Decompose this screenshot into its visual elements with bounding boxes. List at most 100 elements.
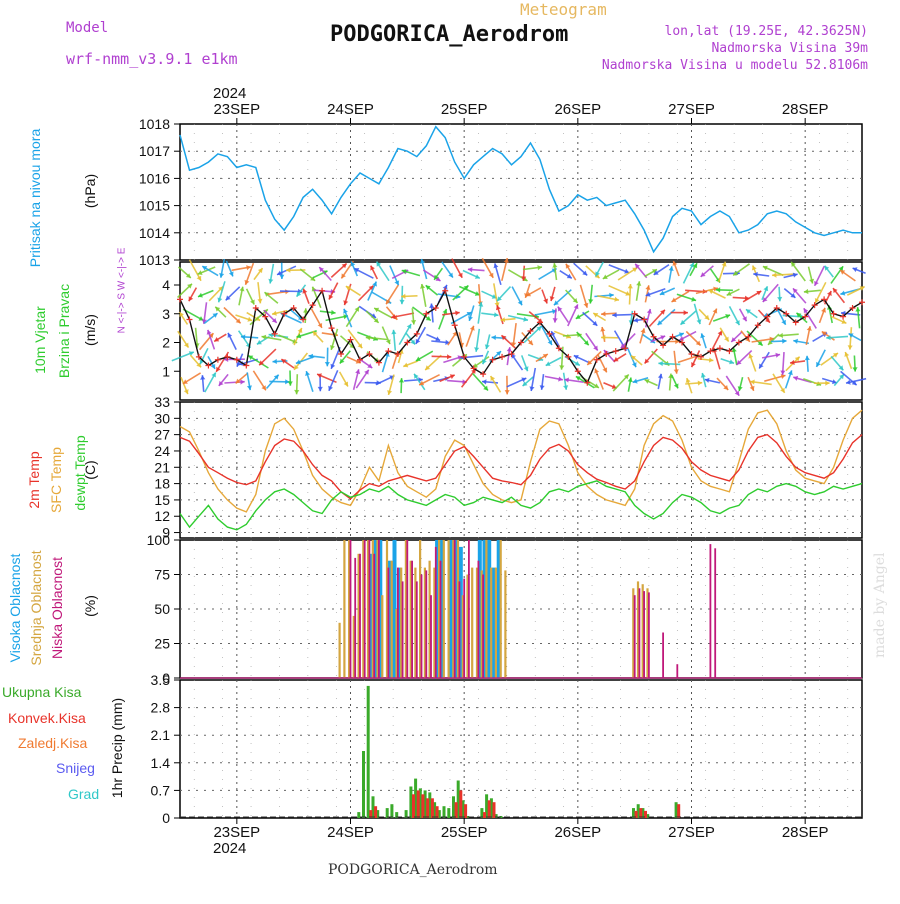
wind-label-2: Brzina i Pravac bbox=[56, 271, 72, 391]
wind-arrow-head-133-0 bbox=[809, 279, 814, 284]
ytick-temperature-8: 33 bbox=[154, 394, 170, 410]
model-label: Model bbox=[66, 20, 108, 36]
cloud-bar-2-14 bbox=[425, 570, 427, 678]
wind-unit: (m/s) bbox=[82, 295, 98, 365]
cloud-bar-2-16 bbox=[435, 547, 437, 678]
ytick-precipitation-3: 2.1 bbox=[151, 727, 171, 743]
wind-arrow-head-25-0 bbox=[286, 268, 290, 273]
cloud-bar-2-27 bbox=[648, 592, 650, 678]
cloud-bar-2-3 bbox=[364, 540, 366, 678]
wind-arrow-head-141-3 bbox=[848, 345, 853, 349]
cloud-bar-2-9 bbox=[402, 581, 404, 678]
rain-bar-1-13 bbox=[493, 802, 496, 818]
rain-bar-0-16 bbox=[443, 806, 446, 818]
pressure-label: Pritisak na nivou mora bbox=[27, 113, 43, 283]
cloud-mid-label: Srednja Oblacnost bbox=[28, 543, 44, 673]
ytick-pressure-5: 1018 bbox=[139, 116, 170, 132]
cloud-bar-2-12 bbox=[416, 581, 418, 678]
ytick-wind-2: 3 bbox=[162, 306, 170, 322]
footer-station: PODGORICA_Aerodrom bbox=[328, 862, 498, 878]
dewpt-line bbox=[180, 481, 862, 530]
cloud-bar-2-0 bbox=[350, 540, 352, 678]
cloud-high-label: Visoka Oblacnost bbox=[7, 543, 23, 673]
wind-arrow-head-81-4 bbox=[559, 365, 564, 369]
ytick-temperature-6: 27 bbox=[154, 427, 170, 443]
ytick-wind-1: 2 bbox=[162, 335, 170, 351]
ytick-temperature-5: 24 bbox=[154, 443, 170, 459]
ytick-temperature-4: 21 bbox=[154, 459, 170, 475]
rain-bar-1-17 bbox=[677, 804, 680, 818]
ytick-wind-0: 1 bbox=[162, 363, 170, 379]
ytick-precipitation-4: 2.8 bbox=[151, 700, 171, 716]
day-label-top-1: 24SEP bbox=[327, 101, 374, 118]
ytick-temperature-2: 15 bbox=[154, 492, 170, 508]
cloud-bar-2-1 bbox=[354, 558, 356, 678]
day-label-top-5: 28SEP bbox=[782, 101, 829, 118]
ytick-clouds-2: 50 bbox=[154, 601, 170, 617]
cloud-low-label: Niska Oblacnost bbox=[49, 543, 65, 673]
rain-bar-1-4 bbox=[421, 794, 424, 818]
cloud-bar-2-28 bbox=[662, 633, 664, 679]
cloud-bar-2-7 bbox=[388, 568, 390, 678]
day-label-top-3: 26SEP bbox=[554, 101, 601, 118]
cloud-bar-1-22 bbox=[443, 540, 445, 678]
rain-bar-1-2 bbox=[412, 794, 415, 818]
day-label-bottom-1: 24SEP bbox=[327, 824, 374, 841]
model-name: wrf-nmm_v3.9.1 e1km bbox=[66, 50, 238, 68]
rain-bar-1-1 bbox=[374, 806, 377, 818]
rain-bar-1-9 bbox=[459, 790, 462, 818]
wind-arrow-head-21-4 bbox=[273, 359, 277, 364]
temp2m-label: 2m Temp bbox=[26, 440, 42, 520]
wind-arrow-head-65-3 bbox=[485, 344, 490, 349]
elevation: Nadmorska Visina 39m bbox=[711, 41, 868, 56]
wind-arrow-head-111-4 bbox=[709, 358, 714, 363]
cloud-bar-1-11 bbox=[391, 561, 393, 678]
cloud-bar-1-32 bbox=[490, 568, 492, 678]
wind-arrow-head-45-5 bbox=[387, 390, 392, 395]
wind-arrow-head-133-1 bbox=[804, 289, 809, 294]
ytick-clouds-3: 75 bbox=[154, 567, 170, 583]
cloud-unit: (%) bbox=[82, 571, 98, 641]
panel-frame-2 bbox=[180, 402, 862, 538]
cloud-bar-2-15 bbox=[430, 595, 432, 678]
wind-arrow-head-29-5 bbox=[318, 387, 323, 391]
cloud-bar-2-25 bbox=[639, 588, 641, 678]
panel-frame-1 bbox=[180, 262, 862, 400]
wind-compass: N <-|-> S W <-|-> E bbox=[117, 221, 128, 361]
coords: lon,lat (19.25E, 42.3625N) bbox=[665, 24, 869, 39]
wind-arrow-head-45-3 bbox=[391, 330, 396, 334]
wind-arrow-head-87-1 bbox=[588, 299, 593, 304]
wind-arrow-head-79-2 bbox=[553, 318, 558, 323]
wind-arrow-head-21-0 bbox=[279, 275, 284, 279]
cloud-bar-2-13 bbox=[421, 575, 423, 679]
wind-arrow-head-141-1 bbox=[840, 291, 845, 296]
day-label-bottom-0: 23SEP bbox=[213, 824, 260, 841]
day-label-bottom-2: 25SEP bbox=[441, 824, 488, 841]
wind-arrow-head-63-0 bbox=[468, 267, 473, 272]
cloud-bar-2-31 bbox=[714, 548, 716, 678]
wind-arrow-head-25-5 bbox=[294, 390, 299, 394]
wind-arrow-head-53-2 bbox=[429, 304, 434, 309]
rain-bar-0-0 bbox=[357, 812, 360, 818]
wind-arrow-head-127-3 bbox=[782, 339, 786, 344]
cloud-bar-2-18 bbox=[454, 540, 456, 678]
wind-arrow-head-109-5 bbox=[698, 381, 703, 386]
wind-arrow-head-21-2 bbox=[272, 311, 277, 316]
model-elevation: Nadmorska Visina u modelu 52.8106m bbox=[602, 58, 868, 73]
day-label-bottom-4: 27SEP bbox=[668, 824, 715, 841]
ytick-temperature-3: 18 bbox=[154, 476, 170, 492]
cloud-bar-2-6 bbox=[378, 540, 380, 678]
rain-bar-1-11 bbox=[483, 812, 486, 818]
wind-arrow-head-143-4 bbox=[852, 367, 857, 371]
wind-arrow-head-127-1 bbox=[777, 297, 782, 301]
wind-arrow-head-67-3 bbox=[492, 335, 497, 340]
rain-bar-1-3 bbox=[417, 790, 420, 818]
wind-arrow-head-129-3 bbox=[779, 333, 784, 338]
wind-arrow-head-89-1 bbox=[609, 293, 614, 298]
precip-unit: 1hr Precip (mm) bbox=[109, 688, 125, 808]
cloud-bar-2-29 bbox=[676, 664, 678, 678]
cloud-bar-2-20 bbox=[463, 579, 465, 678]
wind-arrow-head-49-2 bbox=[411, 320, 416, 325]
cloud-bar-1-23 bbox=[448, 540, 450, 678]
